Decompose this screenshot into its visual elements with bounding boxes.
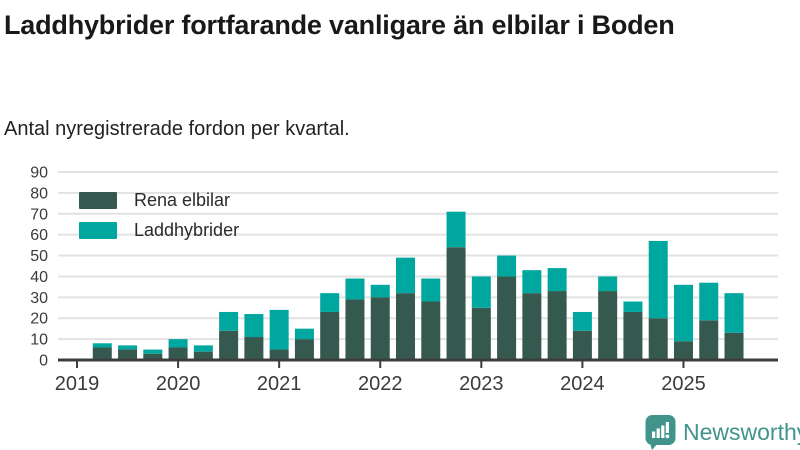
bar-segment-laddhybrider bbox=[471, 276, 491, 308]
bar-segment-laddhybrider bbox=[724, 293, 744, 333]
x-tick-label: 2021 bbox=[257, 373, 302, 395]
bar-segment-laddhybrider bbox=[269, 309, 289, 350]
bar-segment-rena-elbilar bbox=[623, 311, 643, 360]
x-tick-label: 2019 bbox=[55, 373, 100, 395]
bar-segment-laddhybrider bbox=[446, 211, 466, 248]
bar-segment-rena-elbilar bbox=[471, 307, 491, 360]
bar-segment-laddhybrider bbox=[168, 339, 188, 348]
bar-segment-rena-elbilar bbox=[168, 347, 188, 360]
bar-segment-laddhybrider bbox=[623, 301, 643, 312]
bar-segment-rena-elbilar bbox=[118, 349, 138, 360]
legend-label: Rena elbilar bbox=[134, 190, 231, 210]
x-tick bbox=[581, 360, 584, 368]
bar-segment-laddhybrider bbox=[143, 349, 163, 354]
bar-segment-laddhybrider bbox=[598, 276, 618, 292]
page-title: Laddhybrider fortfarande vanligare än el… bbox=[4, 10, 675, 40]
bar-segment-rena-elbilar bbox=[345, 299, 365, 360]
y-tick-label: 0 bbox=[39, 353, 48, 370]
y-tick-label: 60 bbox=[30, 227, 48, 244]
bar-segment-rena-elbilar bbox=[244, 337, 264, 360]
bar-segment-rena-elbilar bbox=[269, 349, 289, 360]
x-axis bbox=[58, 358, 778, 362]
bar-segment-laddhybrider bbox=[648, 240, 668, 319]
bar-segment-rena-elbilar bbox=[370, 297, 390, 360]
bar-segment-laddhybrider bbox=[522, 270, 542, 294]
legend-item-laddhybrider: Laddhybrider bbox=[79, 220, 239, 241]
y-tick-label: 20 bbox=[30, 311, 48, 328]
bar-segment-laddhybrider bbox=[345, 278, 365, 300]
bar-segment-rena-elbilar bbox=[699, 320, 719, 360]
bar-segment-rena-elbilar bbox=[572, 330, 592, 360]
bar-segment-laddhybrider bbox=[699, 282, 719, 321]
x-tick-label: 2024 bbox=[560, 373, 605, 395]
bar-segment-rena-elbilar bbox=[648, 318, 668, 360]
legend-item-rena-elbilar: Rena elbilar bbox=[79, 190, 239, 211]
x-tick-label: 2023 bbox=[459, 373, 504, 395]
bar-segment-laddhybrider bbox=[370, 284, 390, 298]
bar-segment-laddhybrider bbox=[92, 343, 112, 348]
y-tick-label: 70 bbox=[30, 206, 48, 223]
x-tick-label: 2025 bbox=[661, 373, 706, 395]
bar-segment-rena-elbilar bbox=[92, 347, 112, 360]
chart-subtitle: Antal nyregistrerade fordon per kvartal. bbox=[4, 118, 350, 140]
bar-segment-laddhybrider bbox=[193, 345, 213, 352]
y-tick-label: 50 bbox=[30, 248, 48, 265]
bar-segment-laddhybrider bbox=[497, 255, 517, 277]
bar-segment-laddhybrider bbox=[421, 278, 441, 302]
chart-legend: Rena elbilar Laddhybrider bbox=[79, 190, 239, 241]
legend-swatch-laddhybrider bbox=[79, 222, 117, 239]
x-tick-label: 2022 bbox=[358, 373, 403, 395]
bar-segment-rena-elbilar bbox=[446, 247, 466, 360]
x-tick bbox=[682, 360, 685, 368]
bar-segment-laddhybrider bbox=[547, 268, 567, 292]
bar-chart: 0 10 20 30 40 50 60 70 80 90 2019 2020 2021 2022 2023 2… bbox=[0, 160, 800, 400]
y-tick-label: 90 bbox=[30, 165, 48, 182]
y-tick-label: 10 bbox=[30, 332, 48, 349]
y-tick-label: 80 bbox=[30, 185, 48, 202]
legend-label: Laddhybrider bbox=[134, 220, 240, 240]
bar-segment-rena-elbilar bbox=[396, 293, 416, 360]
x-tick bbox=[177, 360, 180, 368]
bar-segment-laddhybrider bbox=[219, 311, 239, 331]
x-tick-label: 2020 bbox=[156, 373, 201, 395]
bar-segment-rena-elbilar bbox=[598, 291, 618, 360]
bar-segment-rena-elbilar bbox=[673, 341, 693, 360]
bar-segment-rena-elbilar bbox=[421, 301, 441, 360]
bar-segment-rena-elbilar bbox=[219, 330, 239, 360]
legend-swatch-rena-elbilar bbox=[79, 192, 117, 209]
x-tick bbox=[480, 360, 483, 368]
newsworthy-logo[interactable]: Newsworthy bbox=[645, 414, 800, 450]
newsworthy-wordmark: Newsworthy bbox=[683, 418, 800, 445]
bar-segment-laddhybrider bbox=[673, 284, 693, 342]
bar-segment-rena-elbilar bbox=[320, 311, 340, 360]
newsworthy-icon bbox=[645, 415, 676, 450]
bar-segment-laddhybrider bbox=[118, 345, 138, 350]
y-tick-label: 40 bbox=[30, 269, 48, 286]
bar-segment-laddhybrider bbox=[244, 314, 264, 338]
bar-segment-laddhybrider bbox=[396, 257, 416, 294]
bar-chart-canvas: 0 10 20 30 40 50 60 70 80 90 2019 2020 2021 2022 2023 2… bbox=[30, 165, 778, 395]
bar-segment-laddhybrider bbox=[572, 311, 592, 331]
x-tick bbox=[278, 360, 281, 368]
bar-segment-laddhybrider bbox=[294, 328, 314, 340]
bar-segment-rena-elbilar bbox=[497, 276, 517, 360]
x-tick bbox=[379, 360, 382, 368]
bar-segment-rena-elbilar bbox=[294, 339, 314, 360]
bar-segment-rena-elbilar bbox=[143, 353, 163, 360]
y-tick-label: 30 bbox=[30, 290, 48, 307]
bar-segment-rena-elbilar bbox=[724, 332, 744, 360]
bar-segment-laddhybrider bbox=[320, 293, 340, 312]
bar-segment-rena-elbilar bbox=[547, 291, 567, 360]
bar-segment-rena-elbilar bbox=[193, 351, 213, 360]
x-tick bbox=[76, 360, 78, 368]
bar-segment-rena-elbilar bbox=[522, 293, 542, 360]
